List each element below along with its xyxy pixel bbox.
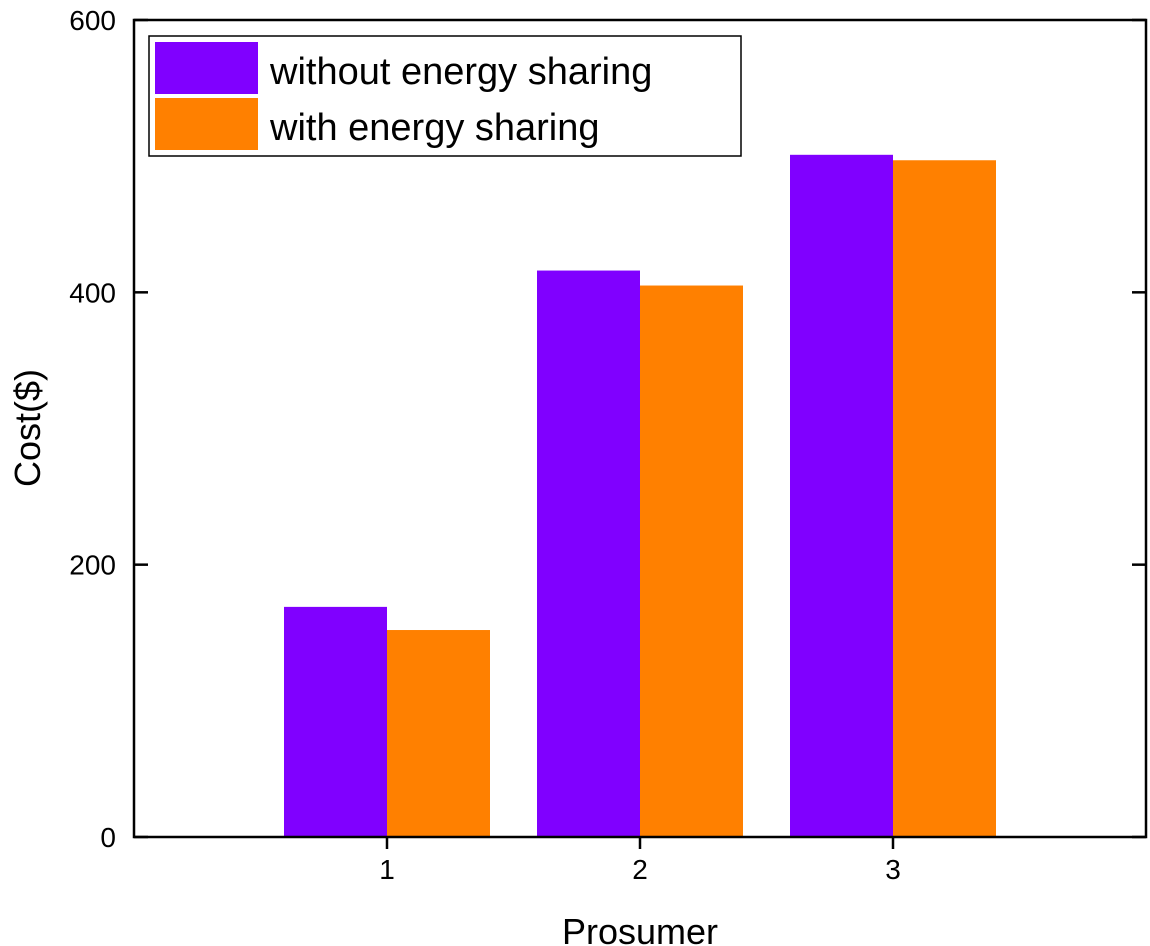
- x-tick-label-3: 3: [885, 854, 901, 885]
- y-axis-title: Cost($): [7, 369, 48, 487]
- y-tick-label-400: 400: [69, 277, 116, 308]
- y-tick-label-600: 600: [69, 5, 116, 36]
- x-tick-label-2: 2: [632, 854, 648, 885]
- legend: without energy sharing with energy shari…: [148, 35, 742, 157]
- bar-without-sharing-prosumer-3: [790, 154, 893, 837]
- x-tick-label-1: 1: [379, 854, 395, 885]
- bar-without-sharing-prosumer-1: [284, 606, 387, 837]
- bar-without-sharing-prosumer-2: [537, 270, 640, 838]
- legend-label-with-sharing: with energy sharing: [269, 107, 600, 149]
- bar-with-sharing-prosumer-2: [640, 285, 743, 837]
- x-axis-title: Prosumer: [562, 911, 718, 946]
- legend-swatch-without-sharing: [155, 42, 258, 94]
- bar-with-sharing-prosumer-1: [387, 630, 490, 837]
- y-axis: 0 200 400 600: [69, 5, 1146, 853]
- y-tick-label-200: 200: [69, 550, 116, 581]
- legend-label-without-sharing: without energy sharing: [269, 51, 652, 93]
- y-tick-label-0: 0: [100, 822, 116, 853]
- bar-with-sharing-prosumer-3: [893, 160, 996, 838]
- bars-layer: [284, 154, 996, 838]
- legend-swatch-with-sharing: [155, 98, 258, 150]
- x-axis: 1 2 3: [379, 837, 901, 885]
